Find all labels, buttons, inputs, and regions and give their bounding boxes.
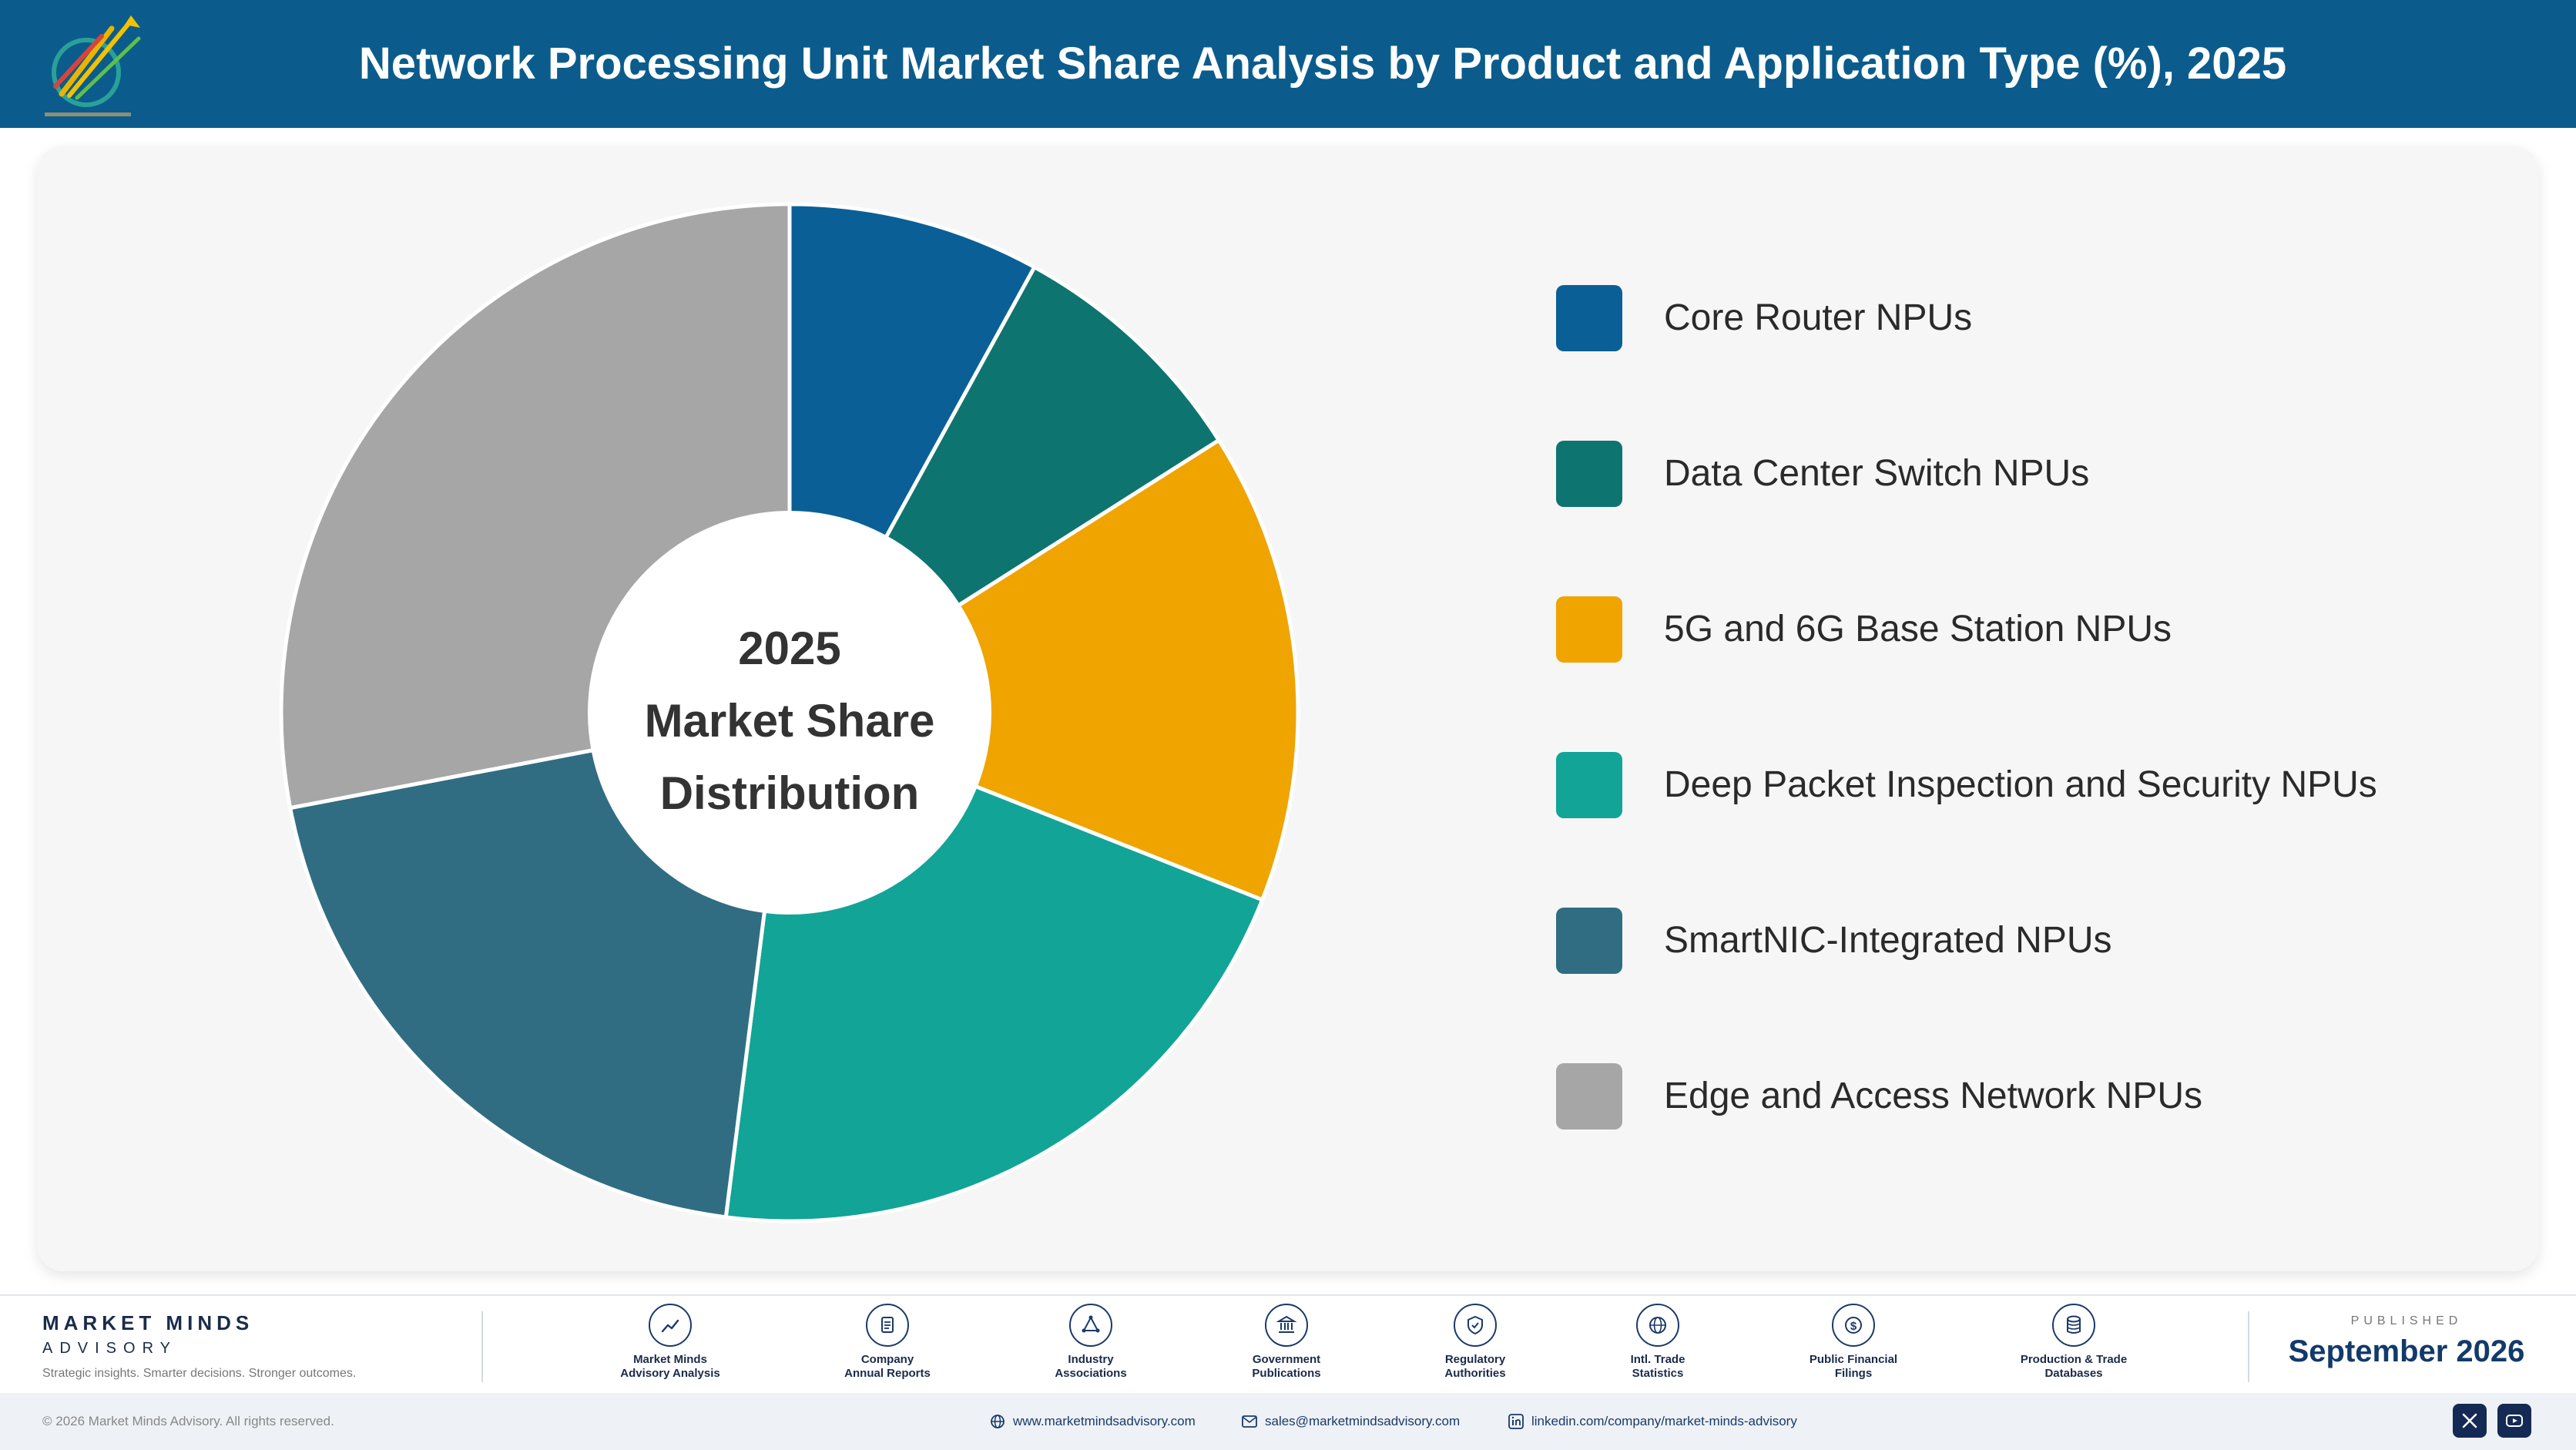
document-icon: [866, 1304, 909, 1347]
globe-icon: [991, 1415, 1005, 1428]
chart-legend: Core Router NPUs Data Center Switch NPUs 5…: [1556, 285, 2480, 1219]
published-info: PUBLISHED September 2026: [2279, 1314, 2534, 1369]
x-social-button[interactable]: [2453, 1404, 2487, 1438]
legend-swatch: [1556, 752, 1622, 818]
legend-label: Deep Packet Inspection and Security NPUs: [1664, 764, 2377, 805]
source-label: Industry Associations: [1055, 1353, 1127, 1380]
network-icon: [1069, 1304, 1112, 1347]
brand-logo-icon: [45, 15, 141, 116]
footer-brand: MARKET MINDS ADVISORY Strategic insights…: [42, 1311, 474, 1381]
email-text: sales@marketmindsadvisory.com: [1265, 1414, 1461, 1428]
source-item: Government Publications: [1202, 1304, 1371, 1381]
linkedin-link[interactable]: linkedin.com/company/market-minds-adviso…: [1508, 1393, 1797, 1450]
bottom-bar: © 2026 Market Minds Advisory. All rights…: [0, 1393, 2576, 1450]
copyright-text: © 2026 Market Minds Advisory. All rights…: [42, 1414, 334, 1428]
svg-text:$: $: [1850, 1320, 1857, 1333]
footer-divider: [2248, 1311, 2249, 1382]
legend-item: 5G and 6G Base Station NPUs: [1556, 596, 2480, 752]
legend-swatch: [1556, 441, 1622, 507]
trend-icon: [649, 1304, 692, 1347]
donut-hole: [588, 511, 991, 915]
data-sources: Market Minds Advisory Analysis Company An…: [539, 1304, 2203, 1390]
dollar-icon: $: [1832, 1304, 1875, 1347]
source-item: $ Public Financial Filings: [1769, 1304, 1938, 1381]
mail-icon: [1242, 1415, 1257, 1428]
linkedin-icon: [1508, 1414, 1524, 1429]
legend-item: SmartNIC-Integrated NPUs: [1556, 908, 2480, 1063]
legend-item: Data Center Switch NPUs: [1556, 441, 2480, 596]
legend-label: Data Center Switch NPUs: [1664, 453, 2090, 494]
website-text: www.marketmindsadvisory.com: [1013, 1414, 1196, 1428]
youtube-social-button[interactable]: [2497, 1404, 2531, 1438]
source-label: Regulatory Authorities: [1444, 1353, 1506, 1380]
source-item: Market Minds Advisory Analysis: [585, 1304, 755, 1381]
legend-label: 5G and 6G Base Station NPUs: [1664, 609, 2172, 649]
source-label: Intl. Trade Statistics: [1630, 1353, 1685, 1380]
legend-swatch: [1556, 285, 1622, 351]
x-logo-icon: [2462, 1413, 2477, 1428]
header-bar: Network Processing Unit Market Share Ana…: [0, 0, 2576, 128]
footer-divider: [481, 1311, 483, 1382]
source-label: Company Annual Reports: [844, 1353, 931, 1380]
source-label: Public Financial Filings: [1809, 1353, 1898, 1380]
source-label: Government Publications: [1252, 1353, 1321, 1380]
database-icon: [2052, 1304, 2095, 1347]
source-label: Production & Trade Databases: [2020, 1353, 2128, 1380]
published-date: September 2026: [2288, 1334, 2525, 1368]
source-item: Industry Associations: [1006, 1304, 1176, 1381]
email-link[interactable]: sales@marketmindsadvisory.com: [1242, 1393, 1460, 1450]
source-item: Intl. Trade Statistics: [1573, 1304, 1742, 1381]
brand-tagline: Strategic insights. Smarter decisions. S…: [42, 1367, 357, 1380]
pie-slice-3: [787, 438, 1300, 902]
legend-item: Deep Packet Inspection and Security NPUs: [1556, 752, 2480, 908]
source-label: Market Minds Advisory Analysis: [620, 1353, 720, 1380]
source-item: Regulatory Authorities: [1390, 1304, 1560, 1381]
legend-label: Edge and Access Network NPUs: [1664, 1076, 2202, 1116]
legend-swatch: [1556, 1063, 1622, 1129]
legend-swatch: [1556, 908, 1622, 974]
youtube-icon: [2506, 1415, 2523, 1427]
government-icon: [1265, 1304, 1308, 1347]
donut-chart: 2025 Market Share Distribution: [279, 202, 1300, 1223]
source-item: Company Annual Reports: [803, 1304, 972, 1381]
center-label-line-3: Distribution: [660, 767, 920, 819]
legend-swatch: [1556, 596, 1622, 663]
published-kicker: PUBLISHED: [2350, 1314, 2463, 1327]
source-item: Production & Trade Databases: [1989, 1304, 2158, 1381]
center-label-line-1: 2025: [738, 623, 840, 674]
globe-icon: [1636, 1304, 1679, 1347]
legend-label: Core Router NPUs: [1664, 297, 1973, 338]
website-link[interactable]: www.marketmindsadvisory.com: [990, 1393, 1196, 1450]
legend-label: SmartNIC-Integrated NPUs: [1664, 920, 2112, 961]
legend-item: Edge and Access Network NPUs: [1556, 1063, 2480, 1219]
brand-name: MARKET MINDS: [42, 1311, 254, 1334]
brand-subtitle: ADVISORY: [42, 1340, 177, 1357]
legend-item: Core Router NPUs: [1556, 285, 2480, 441]
shield-icon: [1454, 1304, 1497, 1347]
center-label-line-2: Market Share: [645, 695, 935, 747]
linkedin-text: linkedin.com/company/market-minds-adviso…: [1531, 1414, 1797, 1428]
page-title: Network Processing Unit Market Share Ana…: [358, 39, 2287, 89]
